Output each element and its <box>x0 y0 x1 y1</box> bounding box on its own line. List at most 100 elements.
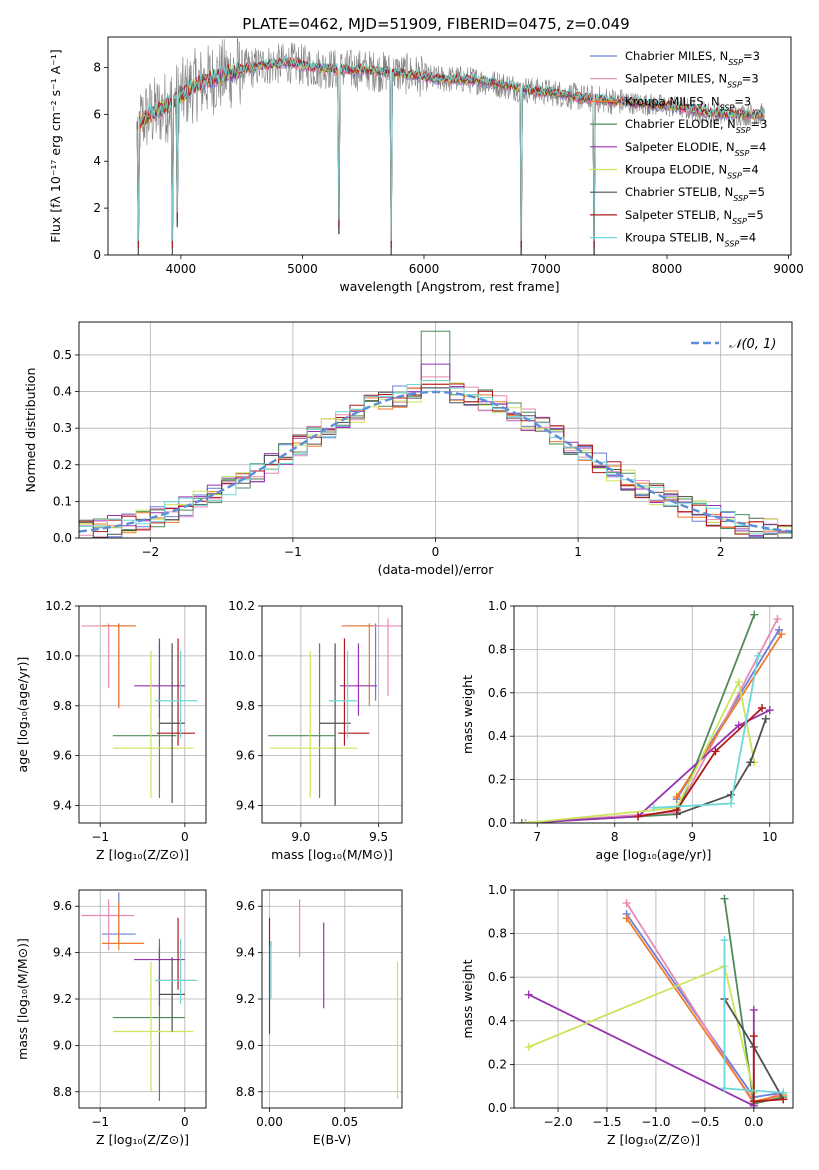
axes-massweight_vs_Z: −2.0 −1.5 −1.0 −0.5 0.0 0.0 0.2 0.4 0.6 0.8 1.0 Z [… <box>460 883 794 1147</box>
plot-area <box>517 610 786 823</box>
x-tick-label: 7 <box>533 830 541 844</box>
series-marker <box>672 792 681 801</box>
legend-label: Chabrier STELIB, NSSP=5 <box>625 185 765 203</box>
y-tick-label: 8.8 <box>53 1085 72 1099</box>
errorbar-point <box>338 638 370 746</box>
x-tick-label: 0.00 <box>256 1115 283 1129</box>
series-marker <box>734 677 743 686</box>
model-spectrum-chabrier-stelib <box>136 57 765 255</box>
series-line-kroupa-elodie <box>528 965 755 1093</box>
y-tick-label: 10.0 <box>45 649 72 663</box>
x-tick-label: 0 <box>432 545 440 559</box>
x-tick-label: 5000 <box>287 262 318 276</box>
y-tick-label: 8.8 <box>236 1085 255 1099</box>
y-axis-label: Flux [fλ 10⁻¹⁷ erg cm⁻² s⁻¹ A⁻¹] <box>48 49 63 242</box>
x-axis-label: Z [log₁₀(Z/Z⊙)] <box>607 1132 700 1147</box>
observed-spectrum <box>136 38 765 255</box>
y-tick-label: 0.0 <box>488 816 507 830</box>
errorbar-point <box>155 650 198 739</box>
y-tick-label: 9.4 <box>53 799 72 813</box>
y-tick-label: 0.1 <box>53 494 72 508</box>
y-tick-label: 9.4 <box>53 946 72 960</box>
x-tick-label: 9000 <box>773 262 804 276</box>
x-tick-label: 9.5 <box>369 830 388 844</box>
y-tick-label: 0.8 <box>488 642 507 656</box>
series-line-salpeter-stelib <box>637 707 763 818</box>
y-tick-label: 4 <box>93 154 101 168</box>
axes-frame <box>513 605 794 824</box>
errorbar-point <box>112 961 194 1092</box>
x-tick-label: −1.5 <box>592 1115 621 1129</box>
legend-nssp: =3 <box>751 117 768 131</box>
series-marker <box>517 819 526 823</box>
series-line-chabrier-elodie <box>521 614 756 823</box>
spectrum-legend: Chabrier MILES, NSSP=3 Salpeter MILES, NS… <box>590 49 767 248</box>
axes-spectrum: 4000 5000 6000 7000 8000 9000 0 2 4 6 8 wavelength … <box>48 36 804 294</box>
errorbar-point <box>155 938 198 1004</box>
series-marker <box>521 819 530 823</box>
series-marker <box>749 1097 758 1106</box>
y-tick-label: 0.0 <box>53 531 72 545</box>
axes-mass_vs_ebv: 0.00 0.05 8.8 9.0 9.2 9.4 9.6 E(B-V) <box>236 889 403 1147</box>
axes-age_vs_mass: 9.0 9.5 9.4 9.6 9.8 10.0 10.2 mass [log₁₀(M/M⊙)… <box>228 599 403 862</box>
x-tick-label: −2.0 <box>543 1115 572 1129</box>
y-tick-label: 9.0 <box>53 1038 72 1052</box>
series-marker <box>754 651 763 660</box>
y-tick-label: 0.4 <box>53 385 72 399</box>
legend-subscript: SSP <box>735 148 750 157</box>
series-marker <box>749 1032 758 1041</box>
y-tick-label: 0.8 <box>488 927 507 941</box>
y-tick-label: 0.6 <box>488 970 507 984</box>
series-marker <box>727 790 735 799</box>
errorbar-point <box>134 638 185 719</box>
legend-label: Chabrier MILES, NSSP=3 <box>625 49 760 67</box>
model-spectrum-kroupa-elodie <box>136 57 765 241</box>
legend-label: Kroupa ELODIE, NSSP=4 <box>625 163 759 181</box>
y-tick-label: 9.6 <box>236 899 255 913</box>
series-marker <box>711 747 720 756</box>
series-marker <box>777 630 786 639</box>
series-marker <box>622 899 631 908</box>
axes-frame <box>78 321 793 539</box>
y-tick-label: 10.2 <box>45 599 72 613</box>
y-tick-label: 10.0 <box>228 649 255 663</box>
model-spectrum-chabrier-elodie <box>136 58 765 255</box>
series-marker <box>779 1088 788 1097</box>
plot-area <box>79 330 792 538</box>
series-marker <box>727 799 735 808</box>
legend-subscript: SSP <box>733 194 748 203</box>
plot-area <box>268 618 402 806</box>
legend-nssp: =3 <box>742 72 759 86</box>
axes-residual_histogram: −2 −1 0 1 2 0.0 0.1 0.2 0.3 0.4 0.5 (data-model)/er… <box>23 321 793 577</box>
legend-nssp: =3 <box>743 49 760 63</box>
x-tick-label: 4000 <box>166 262 197 276</box>
legend-label: Chabrier ELODIE, NSSP=3 <box>625 117 767 135</box>
x-tick-label: 0 <box>181 830 189 844</box>
histogram-step-salpeter-stelib <box>79 383 792 538</box>
series-line-chabrier-stelib <box>676 718 767 816</box>
legend-label: Salpeter STELIB, NSSP=5 <box>625 208 764 226</box>
errorbar-point <box>112 938 185 1102</box>
plot-area <box>81 623 198 804</box>
y-tick-label: 0.2 <box>488 773 507 787</box>
y-tick-label: 9.0 <box>236 1038 255 1052</box>
y-tick-label: 0.3 <box>53 421 72 435</box>
x-tick-label: −1 <box>284 545 302 559</box>
plot-area <box>136 38 765 255</box>
series-marker <box>765 706 774 715</box>
series-marker <box>750 610 759 619</box>
histogram-step-kroupa-stelib <box>79 380 792 538</box>
y-tick-label: 6 <box>93 107 101 121</box>
series-marker <box>720 1084 729 1093</box>
errorbar-point <box>112 643 177 799</box>
axes-mass_vs_Z: −1 0 8.8 9.0 9.2 9.4 9.6 Z [log₁₀(Z/Z⊙)] mass [l… <box>15 889 207 1147</box>
model-spectrum-chabrier-miles <box>136 60 765 255</box>
x-tick-label: 6000 <box>409 262 440 276</box>
x-tick-label: 1 <box>574 545 582 559</box>
series-line-kroupa-stelib <box>653 655 759 809</box>
series-marker <box>758 703 766 712</box>
axes-massweight_vs_age: 7 8 9 10 0.0 0.2 0.4 0.6 0.8 1.0 age [log₁₀(age/yr… <box>460 599 794 862</box>
x-tick-label: 7000 <box>530 262 561 276</box>
y-tick-label: 8 <box>93 60 101 74</box>
